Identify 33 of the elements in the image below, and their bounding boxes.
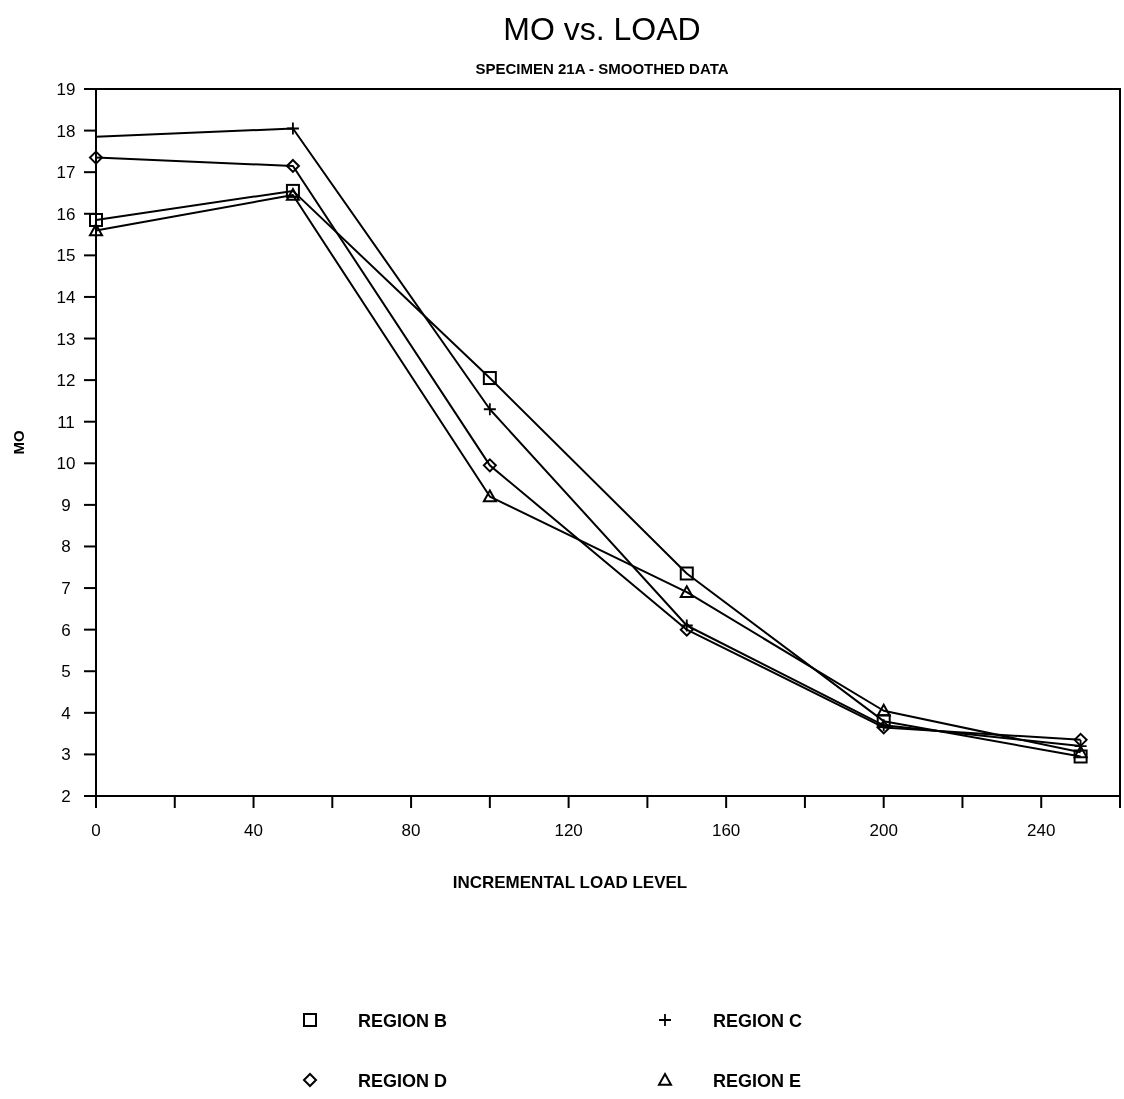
y-tick-label: 13 [56,329,76,349]
x-tick-label: 240 [1027,821,1056,840]
y-tick-label: 8 [61,537,71,557]
chart-title: MO vs. LOAD [503,11,701,47]
y-tick-label: 12 [56,371,76,391]
legend-label: REGION B [358,1011,448,1031]
legend-label: REGION E [713,1071,802,1091]
y-tick-label: 3 [61,745,71,765]
chart-subtitle: SPECIMEN 21A - SMOOTHED DATA [475,60,729,77]
y-tick-label: 17 [56,163,76,183]
x-tick-label: 0 [91,821,101,840]
x-tick-label: 120 [554,821,583,840]
y-tick-label: 10 [56,454,76,474]
x-tick-label: 80 [401,821,421,840]
y-tick-label: 19 [56,80,76,99]
y-tick-label: 14 [56,287,76,307]
legend-label: REGION D [358,1071,448,1091]
y-tick-label: 7 [61,579,71,599]
y-tick-label: 4 [61,703,71,723]
legend-label: REGION C [713,1011,803,1031]
y-tick-label: 15 [56,246,76,266]
y-tick-label: 5 [61,662,71,682]
y-tick-label: 11 [57,412,75,432]
x-axis-title: INCREMENTAL LOAD LEVEL [452,873,688,892]
y-tick-label: 6 [61,620,71,640]
y-tick-label: 16 [56,204,76,224]
x-tick-label: 200 [869,821,898,840]
x-tick-label: 160 [711,821,741,840]
y-tick-label: 18 [56,121,76,141]
y-axis-title: MO [10,430,27,455]
y-tick-label: 2 [61,787,71,806]
x-tick-label: 40 [244,821,263,840]
y-tick-label: 9 [61,495,71,515]
